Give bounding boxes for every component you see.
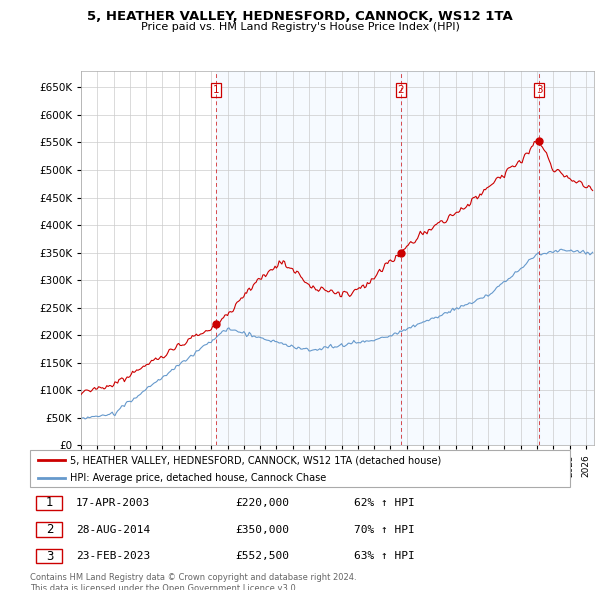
Text: 70% ↑ HPI: 70% ↑ HPI (354, 525, 415, 535)
Text: 3: 3 (46, 549, 53, 563)
FancyBboxPatch shape (37, 496, 62, 510)
Text: 17-APR-2003: 17-APR-2003 (76, 498, 150, 508)
Text: £220,000: £220,000 (235, 498, 289, 508)
Text: 62% ↑ HPI: 62% ↑ HPI (354, 498, 415, 508)
Text: HPI: Average price, detached house, Cannock Chase: HPI: Average price, detached house, Cann… (71, 473, 327, 483)
Text: £552,500: £552,500 (235, 551, 289, 561)
Text: 2: 2 (398, 85, 404, 95)
Bar (539, 71, 594, 445)
Text: 23-FEB-2023: 23-FEB-2023 (76, 551, 150, 561)
Text: £350,000: £350,000 (235, 525, 289, 535)
FancyBboxPatch shape (37, 549, 62, 563)
FancyBboxPatch shape (30, 450, 570, 487)
Text: 3: 3 (536, 85, 542, 95)
Text: Price paid vs. HM Land Registry's House Price Index (HPI): Price paid vs. HM Land Registry's House … (140, 22, 460, 32)
Text: 2: 2 (46, 523, 53, 536)
FancyBboxPatch shape (37, 522, 62, 537)
Text: 5, HEATHER VALLEY, HEDNESFORD, CANNOCK, WS12 1TA (detached house): 5, HEATHER VALLEY, HEDNESFORD, CANNOCK, … (71, 455, 442, 465)
Text: 1: 1 (46, 496, 53, 510)
Text: 5, HEATHER VALLEY, HEDNESFORD, CANNOCK, WS12 1TA: 5, HEATHER VALLEY, HEDNESFORD, CANNOCK, … (87, 10, 513, 23)
Bar (401, 71, 539, 445)
Bar (216, 71, 401, 445)
Text: 63% ↑ HPI: 63% ↑ HPI (354, 551, 415, 561)
Text: 1: 1 (212, 85, 220, 95)
Text: 28-AUG-2014: 28-AUG-2014 (76, 525, 150, 535)
Text: Contains HM Land Registry data © Crown copyright and database right 2024.
This d: Contains HM Land Registry data © Crown c… (30, 573, 356, 590)
